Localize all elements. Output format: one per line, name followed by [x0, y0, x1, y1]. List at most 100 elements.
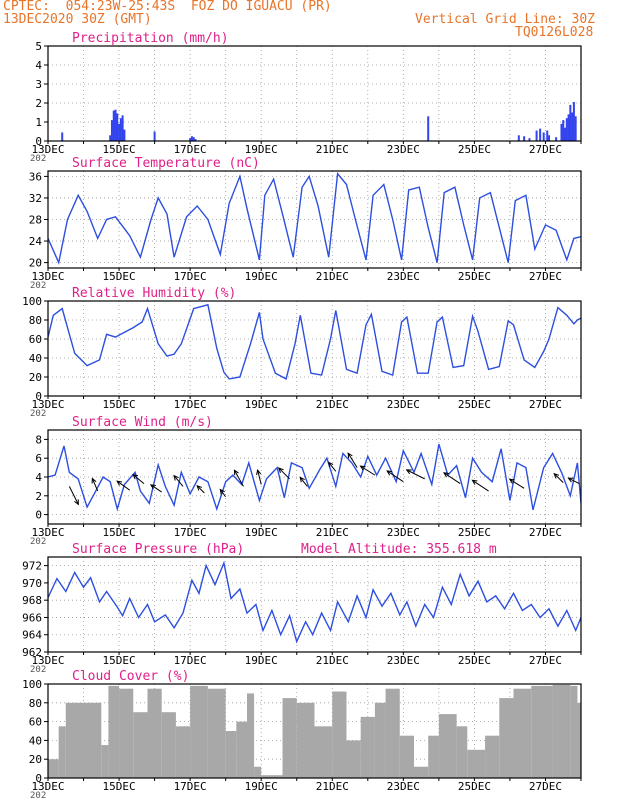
cloud-bar [428, 735, 439, 778]
pressure-frame [47, 556, 582, 653]
precip-bar [562, 120, 565, 141]
temp-ytick-label: 28 [29, 214, 42, 227]
wind-arrow [68, 486, 79, 505]
wind-panel [44, 429, 582, 527]
pressure-xtick-label: 23DEC [387, 654, 420, 667]
precip-bar [118, 123, 121, 141]
wind-ytick-label: 6 [35, 452, 42, 465]
cloud-xtick-label: 27DEC [529, 780, 562, 793]
wind-xtick-label: 17DEC [174, 526, 207, 539]
precip-xtick-label: 23DEC [387, 143, 420, 156]
rh-ytick-label: 60 [29, 333, 42, 346]
precip-xtick-label: 25DEC [458, 143, 491, 156]
wind-arrow-head [359, 465, 366, 471]
wind-arrow-head [299, 476, 305, 483]
cloud-xtick-label: 15DEC [103, 780, 136, 793]
precip-bar [546, 130, 549, 141]
pressure-ytick-label: 972 [22, 560, 42, 573]
precip-bar [565, 118, 568, 141]
wind-arrow-head [327, 461, 334, 468]
wind-arrow-head [347, 452, 353, 459]
pressure-series-line [48, 560, 581, 644]
rh-series-line [48, 303, 581, 380]
run-date: 13DEC2020 30Z (GMT) [3, 12, 152, 27]
wind-arrow-head [567, 477, 574, 483]
wind-arrow [347, 452, 358, 468]
temp-year-label: 202 [30, 281, 46, 291]
precip-bar [569, 104, 572, 141]
cloud-bar [246, 693, 255, 778]
precip-xtick-label: 27DEC [529, 143, 562, 156]
pressure-year-label: 202 [30, 665, 46, 675]
cloud-xtick-label: 23DEC [387, 780, 420, 793]
pressure-panel [44, 556, 582, 655]
wind-arrow [257, 469, 262, 485]
wind-arrow-head [278, 467, 284, 473]
wind-arrow [196, 485, 205, 494]
precip-bar [567, 114, 570, 141]
cloud-year-label: 202 [30, 791, 46, 800]
temp-xtick-label: 25DEC [458, 270, 491, 283]
wind-arrow-head [219, 488, 225, 495]
wind-arrow-head [386, 470, 393, 476]
precip-bar [528, 138, 531, 141]
rh-ytick-label: 40 [29, 352, 42, 365]
precip-panel [44, 45, 582, 144]
rh-xtick-label: 27DEC [529, 398, 562, 411]
precip-bar [192, 137, 195, 141]
wind-arrow [278, 467, 290, 480]
wind-arrow [132, 474, 145, 484]
cloud-bar [261, 775, 283, 778]
wind-arrow [150, 484, 162, 493]
precip-bar [112, 110, 115, 141]
wind-ytick-label: 2 [35, 490, 42, 503]
precip-xtick-label: 15DEC [103, 143, 136, 156]
precip-bar [517, 135, 520, 141]
wind-year-label: 202 [30, 537, 46, 547]
cloud-ytick-label: 0 [35, 772, 42, 785]
pressure-xtick-label: 21DEC [316, 654, 349, 667]
pressure-ytick-label: 968 [22, 594, 42, 607]
precip-ytick-label: 0 [35, 135, 42, 148]
temp-title: Surface Temperature (nC) [72, 156, 260, 171]
precip-bar [119, 118, 122, 141]
cloud-bar [101, 745, 109, 778]
rh-xtick-label: 17DEC [174, 398, 207, 411]
cloud-xtick-label: 19DEC [245, 780, 278, 793]
rh-ytick-label: 100 [22, 295, 42, 308]
cloud-ytick-label: 100 [22, 678, 42, 691]
temp-xtick-label: 17DEC [174, 270, 207, 283]
rh-frame [47, 300, 582, 397]
precip-bar [61, 132, 64, 141]
cloud-bar [374, 702, 386, 778]
cloud-title: Cloud Cover (%) [72, 669, 189, 684]
precip-bar [542, 132, 545, 141]
wind-arrow [360, 465, 376, 476]
precip-xtick-label: 13DEC [31, 143, 64, 156]
wind-arrow [553, 473, 564, 483]
wind-arrow [299, 477, 308, 487]
temp-xtick-label: 15DEC [103, 270, 136, 283]
cloud-bar [65, 702, 84, 778]
temp-xtick-label: 27DEC [529, 270, 562, 283]
wind-xtick-label: 21DEC [316, 526, 349, 539]
cloud-bar [296, 702, 315, 778]
cloud-bar [161, 712, 176, 778]
rh-ytick-label: 80 [29, 314, 42, 327]
precip-xtick-label: 17DEC [174, 143, 207, 156]
wind-xtick-label: 19DEC [245, 526, 278, 539]
wind-arrow [509, 478, 525, 489]
cloud-bar [577, 702, 581, 778]
cloud-bar [133, 712, 148, 778]
rh-xtick-label: 25DEC [458, 398, 491, 411]
pressure-ytick-label: 962 [22, 646, 42, 659]
precip-bar [539, 128, 542, 141]
cloud-xtick-label: 21DEC [316, 780, 349, 793]
pressure-xtick-label: 13DEC [31, 654, 64, 667]
precip-bar [564, 127, 567, 141]
cloud-bar [360, 716, 375, 778]
precip-bar [572, 102, 575, 141]
temp-xtick-label: 13DEC [31, 270, 64, 283]
pressure-subtitle: Model Altitude: 355.618 m [301, 542, 497, 557]
